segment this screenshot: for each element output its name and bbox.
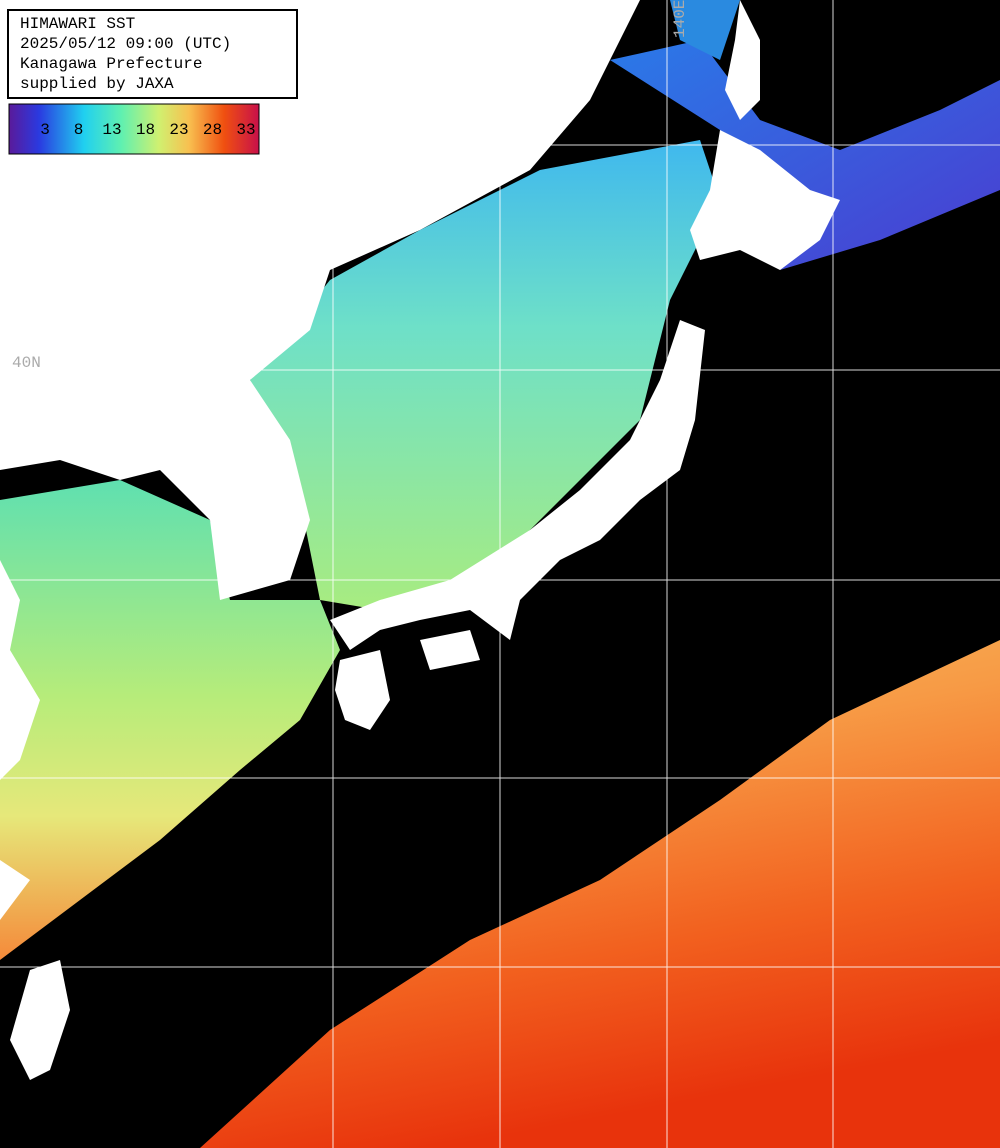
colorbar-label: 18 [136,121,155,139]
colorbar-label: 8 [74,121,84,139]
header: HIMAWARI SST 2025/05/12 09:00 (UTC) Kanaga… [20,15,231,93]
header-line: HIMAWARI SST [20,15,135,33]
colorbar-label: 13 [102,121,121,139]
header-line: Kanagawa Prefecture [20,55,202,73]
header-line: supplied by JAXA [20,75,174,93]
colorbar-labels: 3 8 13 18 23 28 33 [40,121,255,139]
colorbar [8,103,260,155]
east-china-sea-sst [0,480,340,960]
land-honshu [330,320,705,650]
colorbar-label: 33 [236,121,255,139]
pacific-sst [200,640,1000,1148]
header-line: 2025/05/12 09:00 (UTC) [20,35,231,53]
sea-of-japan-sst [250,140,720,610]
okhotsk-sst [670,0,740,60]
land-china-coast [0,560,40,780]
land-fujian [0,860,30,920]
latitude-label: 40N [12,354,41,372]
land-hokkaido [690,130,840,270]
land-sakhalin [725,0,760,120]
north-pacific-sst [610,40,1000,270]
longitude-label: 140E [671,0,689,38]
colorbar-label: 3 [40,121,50,139]
land-taiwan [10,960,70,1080]
land-kyushu [335,650,390,730]
colorbar-label: 28 [203,121,222,139]
colorbar-label: 23 [169,121,188,139]
header-box [7,9,298,99]
land-shikoku [420,630,480,670]
